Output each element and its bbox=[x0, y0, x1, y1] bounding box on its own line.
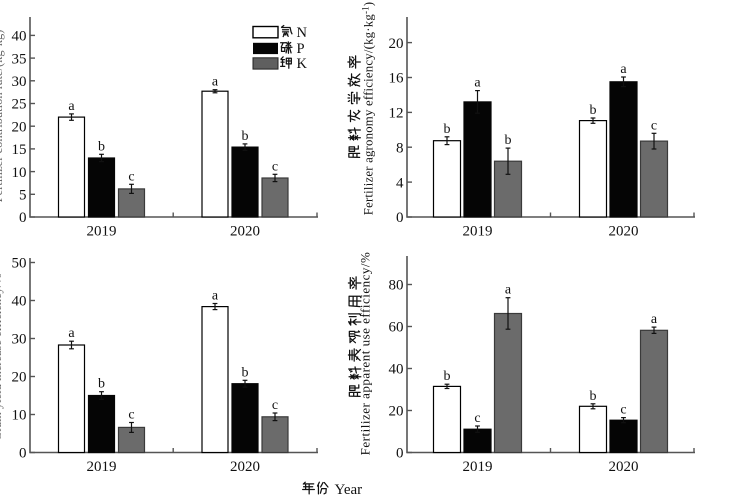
svg-text:c: c bbox=[272, 159, 278, 174]
svg-text:b: b bbox=[242, 365, 249, 380]
svg-text:2019: 2019 bbox=[87, 459, 117, 475]
svg-text:40: 40 bbox=[12, 294, 27, 310]
svg-text:a: a bbox=[505, 283, 512, 298]
svg-text:0: 0 bbox=[396, 210, 404, 226]
svg-text:b: b bbox=[590, 389, 597, 404]
svg-text:a: a bbox=[212, 289, 219, 304]
svg-text:N: N bbox=[297, 25, 308, 41]
svg-text:b: b bbox=[98, 377, 105, 392]
svg-text:2020: 2020 bbox=[230, 224, 260, 240]
svg-text:b: b bbox=[505, 133, 512, 148]
svg-text:a: a bbox=[212, 75, 219, 90]
svg-text:b: b bbox=[242, 129, 249, 144]
svg-text:b: b bbox=[444, 369, 451, 384]
svg-text:5: 5 bbox=[19, 188, 27, 204]
svg-text:b: b bbox=[590, 103, 597, 118]
svg-text:8: 8 bbox=[396, 140, 404, 156]
svg-text:c: c bbox=[474, 411, 480, 426]
svg-text:40: 40 bbox=[389, 362, 404, 378]
svg-text:a: a bbox=[68, 99, 75, 114]
svg-text:2019: 2019 bbox=[463, 224, 493, 240]
svg-text:Grain yield increase efficienc: Grain yield increase efficiency/% bbox=[0, 273, 4, 440]
svg-text:40: 40 bbox=[12, 29, 27, 45]
svg-text:c: c bbox=[620, 403, 626, 418]
svg-text:2020: 2020 bbox=[230, 459, 260, 475]
svg-text:K: K bbox=[297, 56, 308, 72]
svg-text:30: 30 bbox=[12, 332, 27, 348]
svg-text:0: 0 bbox=[396, 446, 404, 462]
svg-text:20: 20 bbox=[389, 404, 404, 420]
svg-text:25: 25 bbox=[12, 97, 27, 113]
svg-text:30: 30 bbox=[12, 74, 27, 90]
svg-text:Year: Year bbox=[335, 482, 363, 498]
svg-text:Fertilizer apparent use effici: Fertilizer apparent use efficiency/% bbox=[358, 252, 373, 456]
svg-text:20: 20 bbox=[12, 119, 27, 135]
svg-text:2020: 2020 bbox=[609, 224, 639, 240]
svg-text:a: a bbox=[474, 76, 481, 91]
svg-text:20: 20 bbox=[12, 370, 27, 386]
svg-text:2019: 2019 bbox=[87, 224, 117, 240]
svg-text:Fertilizer contribution rate/(: Fertilizer contribution rate/(kg·kg) bbox=[0, 30, 5, 203]
svg-text:a: a bbox=[620, 62, 627, 77]
svg-text:16: 16 bbox=[389, 71, 405, 87]
svg-text:b: b bbox=[98, 139, 105, 154]
svg-text:c: c bbox=[272, 398, 278, 413]
svg-text:c: c bbox=[128, 169, 134, 184]
svg-text:20: 20 bbox=[389, 36, 404, 52]
svg-text:4: 4 bbox=[396, 175, 404, 191]
svg-text:0: 0 bbox=[19, 210, 27, 226]
svg-text:Fertilizer agronomy efficiency: Fertilizer agronomy efficiency/(kg·kg-1) bbox=[361, 2, 376, 215]
svg-text:2019: 2019 bbox=[463, 459, 493, 475]
svg-text:60: 60 bbox=[389, 320, 404, 336]
svg-text:35: 35 bbox=[12, 51, 27, 67]
svg-text:c: c bbox=[651, 118, 657, 133]
svg-text:a: a bbox=[68, 326, 75, 341]
svg-text:0: 0 bbox=[19, 446, 27, 462]
svg-text:P: P bbox=[297, 41, 305, 57]
svg-text:10: 10 bbox=[12, 408, 27, 424]
svg-text:a: a bbox=[651, 312, 658, 327]
svg-text:80: 80 bbox=[389, 278, 404, 294]
svg-text:50: 50 bbox=[12, 256, 27, 272]
svg-text:10: 10 bbox=[12, 165, 27, 181]
svg-text:12: 12 bbox=[389, 106, 404, 122]
svg-text:2020: 2020 bbox=[609, 459, 639, 475]
svg-text:15: 15 bbox=[12, 142, 27, 158]
svg-text:c: c bbox=[128, 408, 134, 423]
svg-text:b: b bbox=[444, 122, 451, 137]
